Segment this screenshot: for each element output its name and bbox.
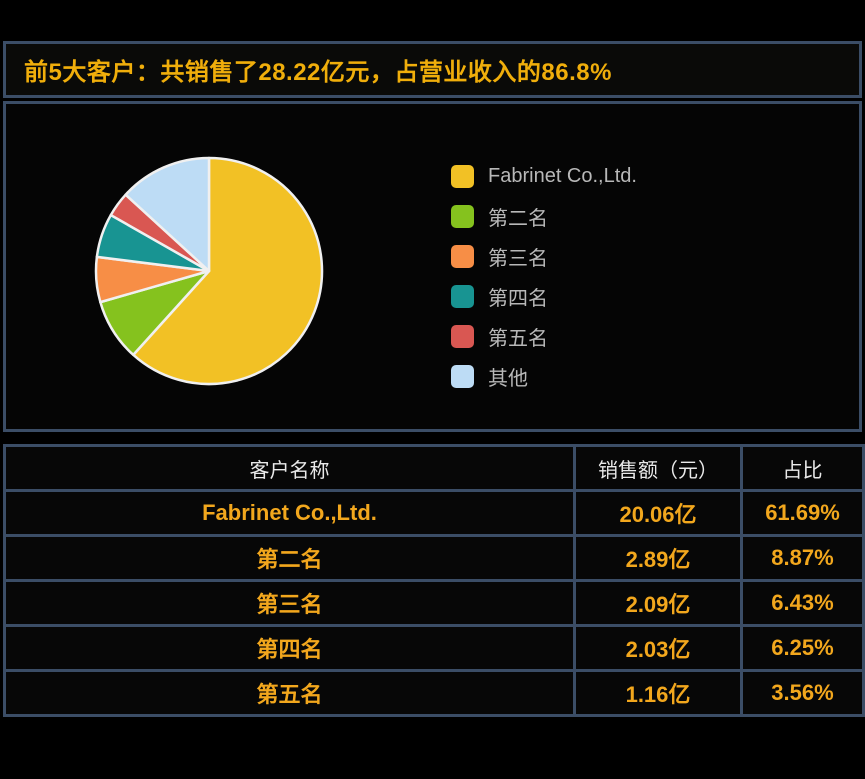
legend-item-label: Fabrinet Co.,Ltd.: [488, 164, 637, 187]
customer-name-cell: 第五名: [3, 669, 576, 717]
legend-item-label: 第五名: [488, 327, 548, 350]
column-header-share: 占比: [740, 444, 865, 492]
customers-table: 客户名称 销售额（元） 占比 Fabrinet Co.,Ltd. 20.06亿 …: [3, 444, 865, 717]
table-header-row: 客户名称 销售额（元） 占比: [3, 444, 865, 492]
table-row: 第二名 2.89亿 8.87%: [3, 534, 865, 582]
table-row: 第三名 2.09亿 6.43%: [3, 579, 865, 627]
sales-cell: 20.06亿: [573, 489, 743, 537]
chart-legend: Fabrinet Co.,Ltd. 第二名 第三名 第四名 第五名 其他: [451, 156, 637, 396]
table-row: 第四名 2.03亿 6.25%: [3, 624, 865, 672]
share-cell: 61.69%: [740, 489, 865, 537]
legend-item-fifth[interactable]: 第五名: [451, 316, 637, 356]
table-row: Fabrinet Co.,Ltd. 20.06亿 61.69%: [3, 489, 865, 537]
legend-swatch-icon: [451, 364, 474, 388]
column-header-sales: 销售额（元）: [573, 444, 743, 492]
legend-item-third[interactable]: 第三名: [451, 236, 637, 276]
page-title: 前5大客户：共销售了28.22亿元，占营业收入的86.8%: [24, 59, 612, 86]
customer-name-cell: 第二名: [3, 534, 576, 582]
sales-cell: 2.89亿: [573, 534, 743, 582]
pie-slice: [124, 156, 211, 273]
legend-item-label: 第三名: [488, 247, 548, 270]
share-cell: 6.43%: [740, 579, 865, 627]
share-cell: 6.25%: [740, 624, 865, 672]
legend-item-label: 第二名: [488, 207, 548, 230]
legend-item-second[interactable]: 第二名: [451, 196, 637, 236]
legend-swatch-icon: [451, 164, 474, 188]
sales-cell: 2.09亿: [573, 579, 743, 627]
table-row: 第五名 1.16亿 3.56%: [3, 669, 865, 717]
legend-swatch-icon: [451, 324, 474, 348]
pie-slice: [132, 156, 324, 386]
pie-chart-panel: Fabrinet Co.,Ltd. 第二名 第三名 第四名 第五名 其他: [3, 101, 862, 432]
legend-swatch-icon: [451, 244, 474, 268]
legend-item-label: 第四名: [488, 287, 548, 310]
column-header-customer-name: 客户名称: [3, 444, 576, 492]
legend-swatch-icon: [451, 204, 474, 228]
customer-name-cell: Fabrinet Co.,Ltd.: [3, 489, 576, 537]
customer-name-cell: 第三名: [3, 579, 576, 627]
legend-swatch-icon: [451, 284, 474, 308]
pie-chart: [94, 156, 324, 386]
legend-item-label: 其他: [488, 367, 528, 390]
legend-item-other[interactable]: 其他: [451, 356, 637, 396]
share-cell: 8.87%: [740, 534, 865, 582]
sales-cell: 2.03亿: [573, 624, 743, 672]
customer-name-cell: 第四名: [3, 624, 576, 672]
legend-item-fourth[interactable]: 第四名: [451, 276, 637, 316]
title-bar: 前5大客户：共销售了28.22亿元，占营业收入的86.8%: [3, 41, 862, 98]
sales-cell: 1.16亿: [573, 669, 743, 717]
legend-item-fabrinet[interactable]: Fabrinet Co.,Ltd.: [451, 156, 637, 196]
share-cell: 3.56%: [740, 669, 865, 717]
